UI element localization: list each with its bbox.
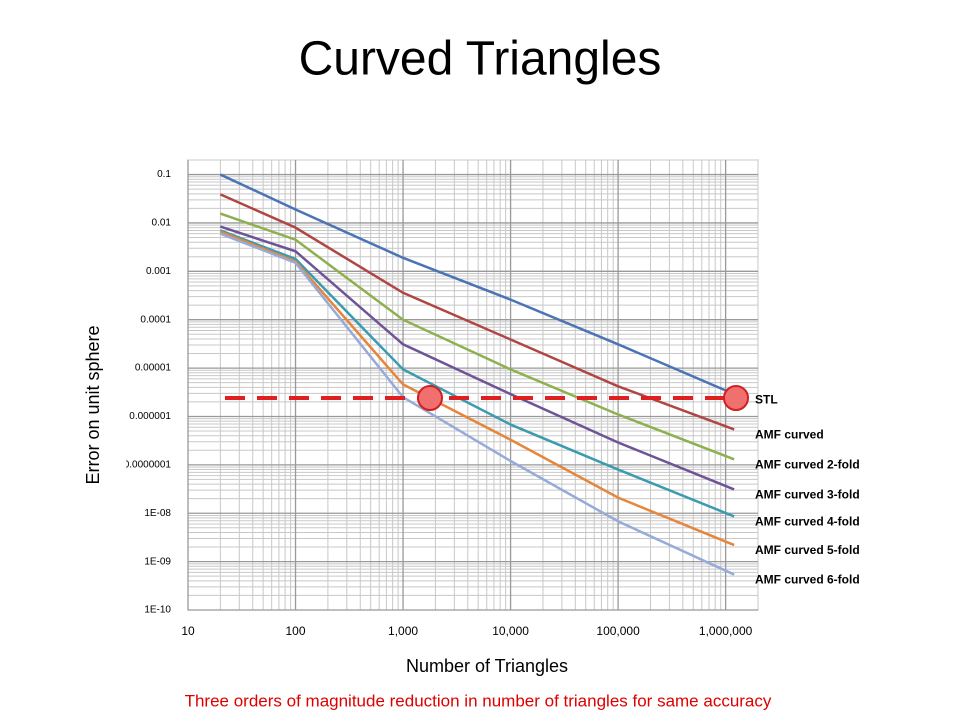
y-tick-label: 0.0000001: [124, 459, 172, 470]
plot: [219, 173, 735, 576]
annotation-circle: [723, 385, 749, 411]
annotation-circle: [417, 385, 443, 411]
legend-label: AMF curved: [755, 428, 824, 442]
x-tick-label: 10: [181, 624, 195, 638]
y-axis-label: Error on unit sphere: [83, 325, 103, 484]
legend-label: AMF curved 6-fold: [755, 573, 860, 587]
y-tick-label: 0.01: [152, 218, 172, 229]
x-tick-label: 1,000,000: [699, 624, 753, 638]
series-line: [219, 193, 735, 431]
legend-label: AMF curved 5-fold: [755, 543, 860, 557]
legend-label: STL: [755, 392, 778, 406]
grid: [187, 159, 759, 611]
y-tick-labels: 1E-10 1E-09 1E-08 0.0000001 0.000001 0.00001 0…: [124, 169, 172, 616]
slide-title: Curved Triangles: [299, 33, 662, 86]
series-line: [219, 212, 735, 461]
series-line: [219, 225, 735, 491]
y-tick-label: 1E-10: [144, 605, 171, 616]
y-tick-label: 1E-08: [144, 508, 171, 519]
y-tick-label: 0.0001: [140, 314, 171, 325]
series-line: [219, 232, 735, 576]
series-line: [219, 230, 735, 547]
y-tick-label: 0.1: [157, 169, 171, 180]
y-tick-label: 0.000001: [129, 411, 171, 422]
caption: Three orders of magnitude reduction in n…: [185, 691, 772, 710]
x-tick-label: 100: [286, 624, 306, 638]
legend-label: AMF curved 4-fold: [755, 515, 860, 529]
y-tick-label: 0.001: [146, 266, 171, 277]
x-tick-label: 1,000: [388, 624, 418, 638]
legend-label: AMF curved 3-fold: [755, 488, 860, 502]
series-line: [219, 173, 735, 396]
x-tick-label: 10,000: [492, 624, 529, 638]
x-axis-label: Number of Triangles: [406, 656, 568, 676]
y-tick-label: 1E-09: [144, 556, 171, 567]
x-tick-label: 100,000: [596, 624, 640, 638]
legend-label: AMF curved 2-fold: [755, 458, 860, 472]
y-tick-label: 0.00001: [135, 363, 172, 374]
